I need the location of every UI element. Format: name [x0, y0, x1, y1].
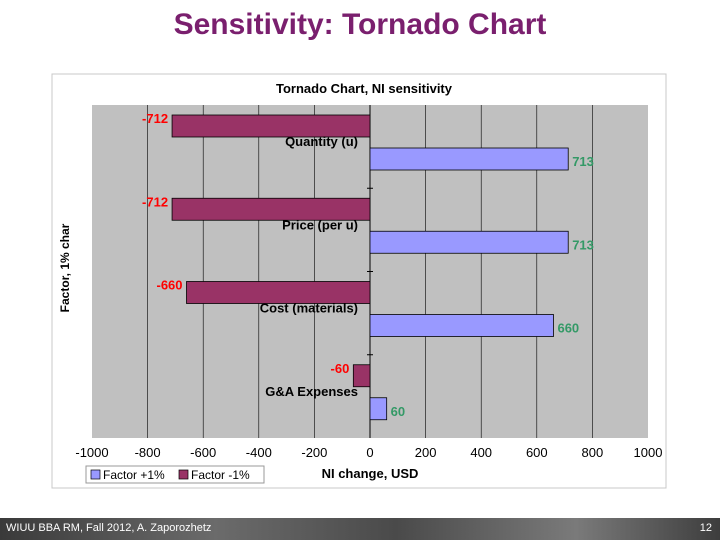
data-label-plus: 713	[572, 237, 594, 252]
bar-minus	[186, 281, 371, 304]
data-label-plus: 660	[557, 321, 579, 336]
tornado-chart: -712 713 -712 713 -660 660 -60 60 Quantity (u) P…	[51, 73, 667, 489]
x-tick-labels: -1000 -800 -600 -400 -200 0 200 400 600 800 1000	[75, 445, 662, 460]
bar-minus	[171, 114, 371, 138]
x-tick-label: 200	[415, 445, 437, 460]
page-number: 12	[699, 522, 712, 534]
footer-bar: WIUU BBA RM, Fall 2012, A. Zaporozhetz 1…	[0, 518, 720, 540]
x-tick-label: -800	[135, 445, 161, 460]
bars	[171, 114, 569, 421]
legend: Factor +1% Factor -1%	[85, 465, 265, 484]
bar-minus	[171, 197, 371, 221]
x-tick-label: 0	[366, 445, 373, 460]
bar-plus	[369, 314, 554, 337]
bar-plus	[369, 397, 388, 421]
category-label: Cost (materials)	[260, 301, 358, 316]
legend-swatch-plus	[90, 469, 101, 480]
x-tick-label: -200	[301, 445, 327, 460]
x-tick-label: 800	[582, 445, 604, 460]
x-tick-label: 1000	[634, 445, 663, 460]
category-label: Price (per u)	[282, 217, 358, 232]
category-label: Quantity (u)	[285, 134, 358, 149]
data-label-minus: -660	[156, 278, 182, 293]
y-axis-title: Factor, 1% char	[58, 223, 72, 312]
slide-title: Sensitivity: Tornado Chart	[173, 8, 547, 41]
x-tick-label: -1000	[75, 445, 108, 460]
category-labels: Quantity (u) Price (per u) Cost (materials…	[260, 134, 358, 399]
data-labels: -712 713 -712 713 -660 660 -60 60	[142, 111, 594, 419]
data-label-minus: -60	[331, 361, 350, 376]
chart-title: Tornado Chart, NI sensitivity	[276, 81, 453, 96]
bar-plus	[369, 230, 569, 254]
x-tick-label: 600	[526, 445, 548, 460]
x-axis-title: NI change, USD	[322, 466, 419, 481]
x-tick-label: -600	[190, 445, 216, 460]
legend-box	[85, 465, 265, 484]
data-label-minus: -712	[142, 194, 168, 209]
bar-minus	[352, 364, 371, 388]
data-label-minus: -712	[142, 111, 168, 126]
footer-text: WIUU BBA RM, Fall 2012, A. Zaporozhetz	[6, 522, 212, 534]
category-label: G&A Expenses	[265, 384, 358, 399]
legend-label-minus: Factor -1%	[191, 468, 250, 482]
legend-swatch-minus	[178, 469, 189, 480]
data-label-plus: 60	[391, 404, 405, 419]
x-tick-label: -400	[246, 445, 272, 460]
x-tick-label: 400	[470, 445, 492, 460]
legend-label-plus: Factor +1%	[103, 468, 165, 482]
data-label-plus: 713	[572, 154, 594, 169]
bar-plus	[369, 147, 569, 171]
